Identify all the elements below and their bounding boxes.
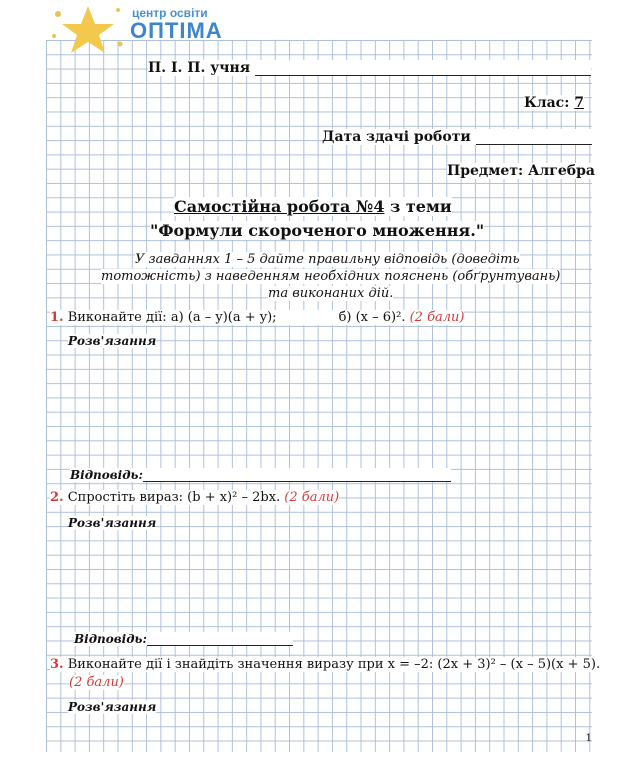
logo-title: ОПТІМА [130,18,223,43]
student-name-field[interactable] [254,75,591,76]
answer-row: Відповідь: [74,632,293,646]
answer-row: Відповідь: [70,468,451,482]
task-3-points: (2 бали) [69,675,124,690]
instruction-line: та виконаних дій. [268,286,394,301]
subject: Предмет: Алгебра [447,163,595,179]
logo: центр освіти ОПТІМА [48,0,222,56]
solution-label: Розв'язання [68,516,157,530]
instruction-line: У завданнях 1 – 5 дайте правильну відпов… [135,252,520,267]
answer-field[interactable] [146,645,293,646]
solution-label: Розв'язання [68,334,157,348]
page-title: Самостійна робота №4 з теми [174,197,452,216]
star-icon [52,6,123,53]
answer-field[interactable] [142,481,451,482]
task-3: 3. Виконайте дії і знайдіть значення вир… [50,657,601,672]
class-label: Клас: [524,95,570,111]
class-value: 7 [574,95,584,111]
date-label: Дата здачі роботи [322,129,471,145]
page-number: 1 [585,733,592,744]
solution-label: Розв'язання [68,700,157,714]
page-subtitle: "Формули скороченого множення." [150,221,485,240]
date-row: Дата здачі роботи [322,129,592,145]
date-field[interactable] [475,144,592,145]
instruction-line: тотожність) з наведенням необхідних пояс… [101,269,561,284]
class-row: Клас: 7 [524,95,584,111]
task-2: 2. Спростіть вираз: (b + x)² – 2bx. (2 б… [50,490,340,505]
logo-subtitle: центр освіти [132,6,208,20]
task-1: 1. Виконайте дії: а) (a – y)(a + y); б) (… [50,310,465,325]
student-label: П. І. П. учня [148,60,251,76]
student-name-row: П. І. П. учня [148,60,591,76]
